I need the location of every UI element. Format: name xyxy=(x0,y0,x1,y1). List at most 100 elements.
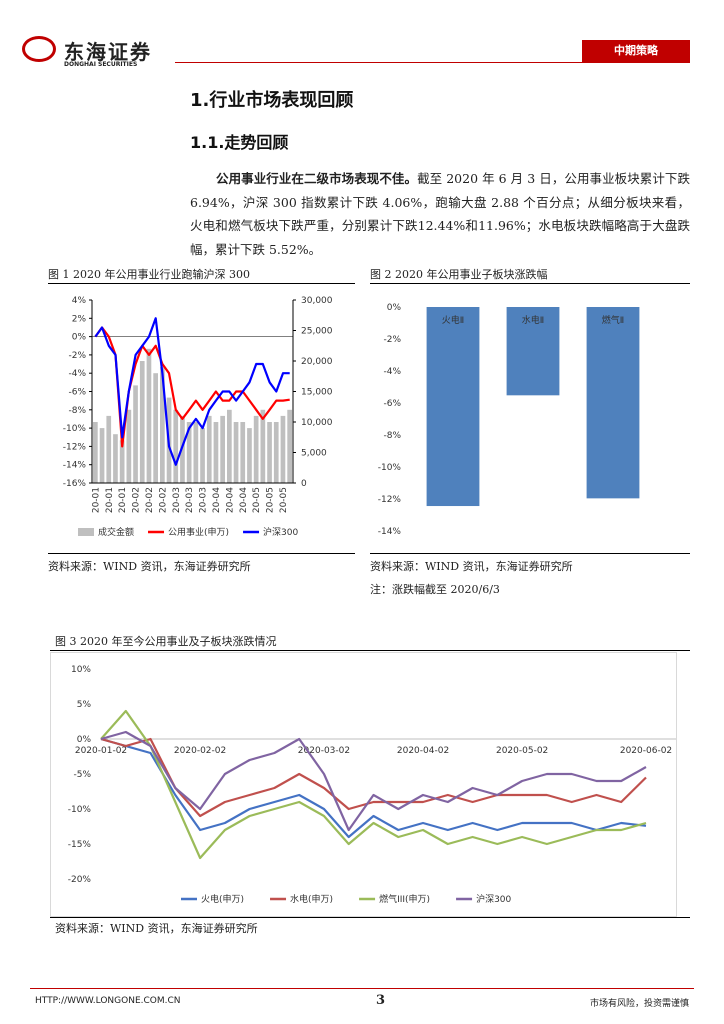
y-tick-label: -4% xyxy=(68,369,86,379)
page-number: 3 xyxy=(376,993,386,1008)
bar xyxy=(133,385,138,483)
bar xyxy=(106,415,112,483)
source: 资料来源：WIND 资讯，东海证券研究所 xyxy=(48,560,251,573)
caption-rule xyxy=(50,650,690,651)
bar xyxy=(233,422,239,483)
header-rule xyxy=(175,62,690,63)
y-tick-label: -10% xyxy=(63,424,87,434)
x-tick-label: 2020-06-02 xyxy=(620,746,672,756)
note: 注：涨跌幅截至 2020/6/3 xyxy=(370,583,500,596)
x-tick-label: 20-02 xyxy=(158,487,168,513)
chart: 10% 5% 0% -5% -10% -15% -20% 2020-01-02 2020-02-… xyxy=(50,652,677,917)
footer-url: HTTP://WWW.LONGONE.COM.CN xyxy=(35,996,181,1006)
bar xyxy=(253,415,259,483)
x-tick-label: 2020-04-02 xyxy=(397,746,449,756)
bar xyxy=(160,367,165,483)
y-tick-label: -8% xyxy=(383,431,401,441)
figure-caption: 图 1 2020 年公用事业行业跑输沪深 300 xyxy=(48,268,250,281)
y-tick-label: -4% xyxy=(383,367,401,377)
x-tick-label: 20-03 xyxy=(199,487,209,513)
section-title: 1.行业市场表现回顾 xyxy=(190,90,354,111)
x-tick-label: 2020-02-02 xyxy=(174,746,226,756)
legend-label: 沪深300 xyxy=(476,893,511,905)
y-tick-label: -14% xyxy=(378,527,402,537)
source: 资料来源：WIND 资讯，东海证券研究所 xyxy=(370,560,573,573)
category-label: 燃气Ⅱ xyxy=(602,314,624,326)
y2-tick-label: 10,000 xyxy=(301,418,333,428)
logo-en: DONGHAI SECURITIES xyxy=(64,61,138,68)
footer-rule xyxy=(30,988,694,989)
bar xyxy=(247,428,252,483)
legend-label: 沪深300 xyxy=(263,526,298,538)
y2-tick-label: 30,000 xyxy=(301,296,333,306)
category-label: 火电Ⅱ xyxy=(442,314,464,326)
y2-tick-label: 25,000 xyxy=(301,327,333,337)
paragraph: 公用事业行业在二级市场表现不佳。截至 2020 年 6 月 3 日，公用事业板块… xyxy=(190,167,690,261)
y2-tick-label: 0 xyxy=(301,479,307,489)
legend-label: 水电(申万) xyxy=(290,893,333,905)
y-tick-label: 0% xyxy=(77,735,92,745)
section-subtitle: 1.1.走势回顾 xyxy=(190,133,289,152)
x-tick-label: 2020-03-02 xyxy=(298,746,350,756)
y-tick-label: -2% xyxy=(383,335,401,345)
legend-label: 成交金额 xyxy=(98,526,134,538)
y2-tick-label: 15,000 xyxy=(301,388,333,398)
bar xyxy=(260,409,266,483)
bar xyxy=(287,409,292,483)
bar xyxy=(153,373,158,483)
y-tick-label: -14% xyxy=(63,461,87,471)
bar xyxy=(146,348,152,483)
logo-mark xyxy=(22,36,56,62)
bar xyxy=(586,307,640,499)
bar xyxy=(240,422,246,483)
legend-swatch xyxy=(78,528,94,536)
y-tick-label: -12% xyxy=(378,495,402,505)
source-rule xyxy=(48,553,355,554)
bar xyxy=(220,415,225,483)
paragraph-text: 截至 2020 年 6 月 3 日，公用事业板块累计下跌 6.94%，沪深 30… xyxy=(190,171,690,257)
bar xyxy=(193,422,199,483)
bar xyxy=(119,440,125,483)
bar xyxy=(267,422,272,483)
x-tick-label: 20-03 xyxy=(185,487,195,513)
y2-tick-label: 20,000 xyxy=(301,357,333,367)
bar xyxy=(139,361,145,483)
y-tick-label: 0% xyxy=(387,303,402,313)
bar xyxy=(113,434,118,483)
x-tick-label: 2020-05-02 xyxy=(496,746,548,756)
source-rule xyxy=(370,553,690,554)
x-tick-label: 20-02 xyxy=(132,487,142,513)
y-tick-label: -10% xyxy=(378,463,402,473)
bar xyxy=(186,422,192,483)
series-line xyxy=(100,737,647,818)
bar xyxy=(99,428,105,483)
y-tick-label: -12% xyxy=(63,442,87,452)
bar xyxy=(173,409,179,483)
bar xyxy=(93,422,98,483)
y-tick-label: -6% xyxy=(68,388,86,398)
x-tick-label: 20-04 xyxy=(212,487,222,513)
bar xyxy=(200,428,205,483)
bar xyxy=(227,409,232,483)
x-tick-label: 20-04 xyxy=(239,487,249,513)
chart: 4% 2% 0% -2% -4% -6% -8% -10% -12% -14% -16% 30,000… xyxy=(63,296,333,538)
bar xyxy=(426,307,480,507)
series-line xyxy=(100,737,647,839)
y-tick-label: -6% xyxy=(383,399,401,409)
header-tag: 中期策略 xyxy=(582,40,690,62)
bar xyxy=(126,409,132,483)
y-tick-label: 5% xyxy=(77,700,92,710)
y-tick-label: 10% xyxy=(71,665,91,675)
bar xyxy=(213,422,219,483)
y-tick-label: -20% xyxy=(68,875,92,885)
legend-label: 火电(申万) xyxy=(201,893,244,905)
x-tick-label: 2020-01-02 xyxy=(75,746,127,756)
x-tick-label: 20-01 xyxy=(105,487,115,513)
bar xyxy=(206,415,212,483)
y-tick-label: 0% xyxy=(72,333,87,343)
paragraph-lead: 公用事业行业在二级市场表现不佳。 xyxy=(216,171,418,186)
x-tick-label: 20-05 xyxy=(266,487,276,513)
y-tick-label: -2% xyxy=(68,351,86,361)
bar xyxy=(280,415,286,483)
